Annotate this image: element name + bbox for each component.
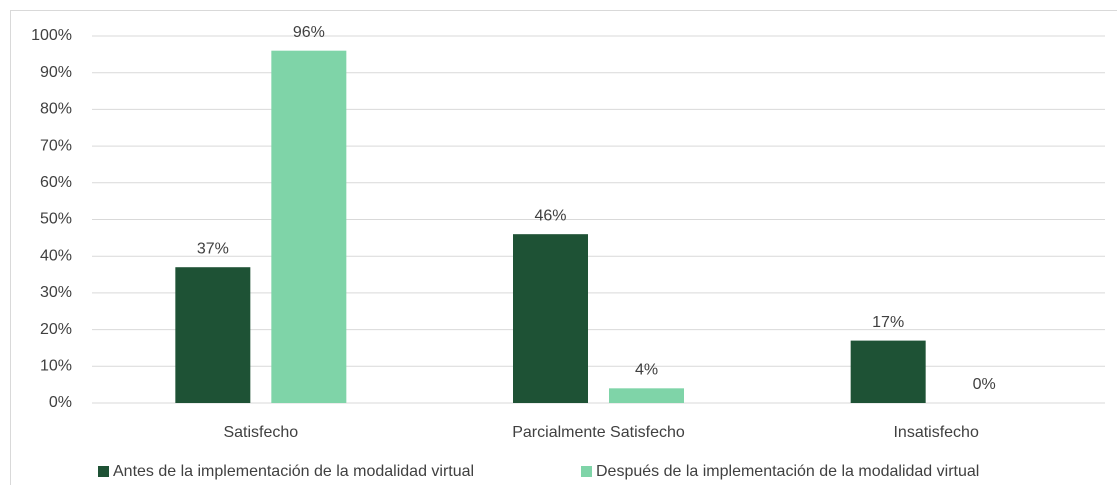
legend-swatch <box>581 466 592 477</box>
y-tick-label: 70% <box>40 137 72 154</box>
y-tick-label: 0% <box>49 394 72 411</box>
data-label: 4% <box>635 362 658 379</box>
bar <box>271 50 347 404</box>
y-tick-label: 100% <box>31 27 72 44</box>
bar <box>609 388 684 403</box>
y-tick-label: 10% <box>40 358 72 375</box>
y-tick-label: 50% <box>40 211 72 228</box>
y-tick-label: 60% <box>40 174 72 191</box>
legend-swatch <box>98 466 109 477</box>
chart-border <box>10 10 1117 485</box>
y-tick-label: 40% <box>40 247 72 264</box>
y-tick-label: 20% <box>40 321 72 338</box>
data-label: 0% <box>973 376 996 393</box>
x-tick-label: Parcialmente Satisfecho <box>512 424 685 441</box>
legend-label: Antes de la implementación de la modalid… <box>113 463 474 480</box>
x-tick-label: Insatisfecho <box>893 424 978 441</box>
data-label: 46% <box>534 207 566 224</box>
y-tick-label: 30% <box>40 284 72 301</box>
bar <box>175 267 251 403</box>
data-label: 17% <box>872 314 904 331</box>
y-tick-label: 90% <box>40 64 72 81</box>
legend-label: Después de la implementación de la modal… <box>596 463 979 480</box>
data-label: 96% <box>293 24 325 41</box>
data-label: 37% <box>197 240 229 257</box>
bar <box>513 234 588 403</box>
x-tick-label: Satisfecho <box>223 424 298 441</box>
bar <box>850 340 926 403</box>
y-tick-label: 80% <box>40 101 72 118</box>
